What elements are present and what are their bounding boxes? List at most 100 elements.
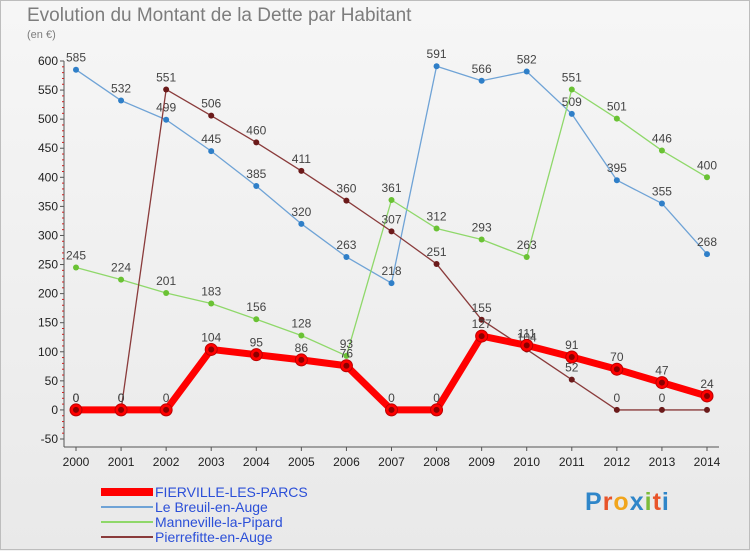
y-tick-label: 600	[38, 54, 58, 68]
data-label: 395	[607, 161, 627, 175]
data-label: 224	[111, 261, 131, 275]
data-point-center	[433, 406, 440, 413]
y-tick-label: 350	[38, 199, 58, 213]
x-tick-label: 2010	[513, 455, 540, 469]
chart-subtitle: (en €)	[27, 29, 56, 41]
y-tick-label: 100	[38, 345, 58, 359]
data-point	[523, 68, 530, 75]
data-label: 582	[517, 52, 537, 66]
data-label: 104	[201, 330, 221, 344]
data-label: 591	[427, 47, 447, 61]
data-point	[704, 251, 710, 258]
data-label: 509	[562, 95, 582, 109]
data-label: 0	[163, 391, 170, 405]
data-point-center	[658, 379, 665, 386]
data-label: 312	[427, 209, 447, 223]
data-point	[163, 290, 170, 297]
data-label: 0	[73, 391, 80, 405]
legend-swatch	[101, 488, 153, 496]
chart-title: Evolution du Montant de la Dette par Hab…	[27, 5, 412, 26]
legend-item: Manneville-la-Pipard	[101, 514, 283, 530]
data-point	[433, 260, 440, 267]
data-label: 0	[388, 391, 395, 405]
data-point-center	[613, 366, 620, 373]
data-point-center	[253, 351, 260, 358]
legend-item: FIERVILLE-LES-PARCS	[101, 484, 308, 500]
data-point	[568, 110, 575, 117]
legend-swatch	[101, 536, 153, 538]
data-label: 551	[562, 70, 582, 84]
logo-letter: i	[644, 488, 653, 516]
x-tick-label: 2009	[468, 455, 495, 469]
y-tick-label: 250	[38, 258, 58, 272]
data-label: 52	[565, 361, 579, 375]
data-label: 0	[118, 391, 125, 405]
legend-label: Pierrefitte-en-Auge	[155, 529, 273, 545]
data-label: 263	[517, 238, 537, 252]
data-label: 268	[697, 235, 717, 249]
data-point	[658, 147, 665, 154]
data-point-center	[298, 356, 305, 363]
x-tick-label: 2003	[198, 455, 225, 469]
data-point	[704, 406, 710, 413]
data-point-center	[118, 406, 125, 413]
data-label: 245	[66, 248, 86, 262]
legend-label: Manneville-la-Pipard	[155, 514, 283, 530]
legend-swatch	[101, 506, 153, 508]
data-label: 201	[156, 274, 176, 288]
logo-letter: t	[652, 488, 662, 516]
data-point-center	[523, 342, 530, 349]
data-point	[253, 316, 260, 323]
data-point	[568, 86, 575, 93]
data-label: 156	[246, 300, 266, 314]
data-label: 506	[201, 97, 221, 111]
data-point	[163, 86, 170, 93]
data-label: 0	[614, 391, 621, 405]
data-label: 183	[201, 285, 221, 299]
data-point	[523, 253, 530, 260]
data-label: 93	[340, 337, 354, 351]
data-label: 501	[607, 100, 627, 114]
data-label: 91	[565, 338, 579, 352]
data-point-center	[73, 406, 79, 413]
y-tick-label: 0	[51, 403, 58, 417]
data-point	[253, 183, 260, 190]
legend-item: Le Breuil-en-Auge	[101, 499, 268, 515]
data-point	[478, 77, 485, 84]
data-label: 76	[340, 347, 354, 361]
data-label: 411	[292, 152, 311, 166]
data-label: 218	[381, 264, 401, 278]
data-label: 263	[336, 238, 356, 252]
data-point	[253, 139, 260, 146]
data-point	[388, 196, 395, 203]
data-point	[298, 332, 305, 339]
data-label: 86	[295, 341, 309, 355]
data-point	[343, 253, 350, 260]
data-label: 446	[652, 132, 672, 146]
data-point	[208, 112, 215, 119]
logo-letter: x	[629, 488, 645, 516]
data-point	[208, 148, 215, 155]
data-point-center	[478, 333, 485, 340]
data-point	[658, 200, 665, 207]
series-manneville-la-pipard: 245 224 201 183 156 128 93 361 312 293 263 551 501 44…	[66, 70, 717, 359]
x-tick-label: 2000	[63, 455, 90, 469]
data-label: 95	[250, 336, 264, 350]
series-le-breuil-en-auge: 585 532 499 445 385 320 263 218 591 566 582 509 395 3…	[66, 47, 717, 287]
data-label: 155	[472, 301, 492, 315]
proxiti-logo: Proxiti	[585, 488, 670, 517]
x-tick-label: 2012	[604, 455, 631, 469]
data-point	[433, 63, 440, 70]
data-point	[433, 225, 440, 232]
series-fierville-les-parcs: 0 0 0 104 95 86 76 0 0 127 111 91 70 47 24	[69, 317, 714, 417]
data-label: 0	[659, 391, 666, 405]
data-label: 499	[156, 101, 176, 115]
y-tick-label: 150	[38, 316, 58, 330]
data-label: 0	[118, 391, 125, 405]
logo-letter: o	[613, 488, 630, 516]
data-point	[343, 352, 350, 359]
x-tick-label: 2001	[108, 455, 135, 469]
data-point	[658, 406, 665, 413]
